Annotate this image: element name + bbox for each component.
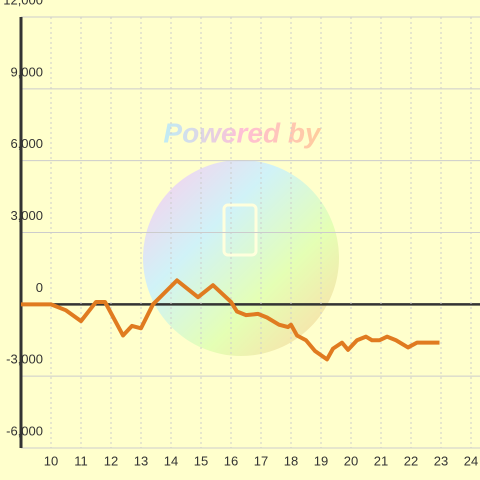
x-tick-label: 14 <box>164 453 178 468</box>
x-tick-label: 16 <box>224 453 238 468</box>
y-tick-label: 6,000 <box>10 136 43 151</box>
x-tick-label: 10 <box>44 453 58 468</box>
x-tick-label: 18 <box>284 453 298 468</box>
x-tick-label: 11 <box>74 453 88 468</box>
y-tick-label: 12,000 <box>3 0 43 7</box>
y-tick-label: 0 <box>36 280 43 295</box>
watermark-logo <box>143 160 339 356</box>
x-tick-label: 13 <box>134 453 148 468</box>
x-tick-label: 17 <box>254 453 268 468</box>
watermark-text: Powered by <box>163 117 322 148</box>
data-line <box>21 278 440 362</box>
x-tick-label: 22 <box>404 453 418 468</box>
y-tick-label: -3,000 <box>6 352 43 367</box>
y-tick-label: -6,000 <box>6 423 43 438</box>
x-tick-label: 15 <box>194 453 208 468</box>
x-tick-label: 12 <box>104 453 118 468</box>
watermark-icon <box>222 203 258 257</box>
x-tick-label: 23 <box>434 453 448 468</box>
x-tick-label: 19 <box>314 453 328 468</box>
x-tick-label: 24 <box>464 453 478 468</box>
x-tick-label: 21 <box>374 453 388 468</box>
y-tick-label: 3,000 <box>10 208 43 223</box>
y-tick-label: 9,000 <box>10 64 43 79</box>
x-tick-label: 20 <box>344 453 358 468</box>
